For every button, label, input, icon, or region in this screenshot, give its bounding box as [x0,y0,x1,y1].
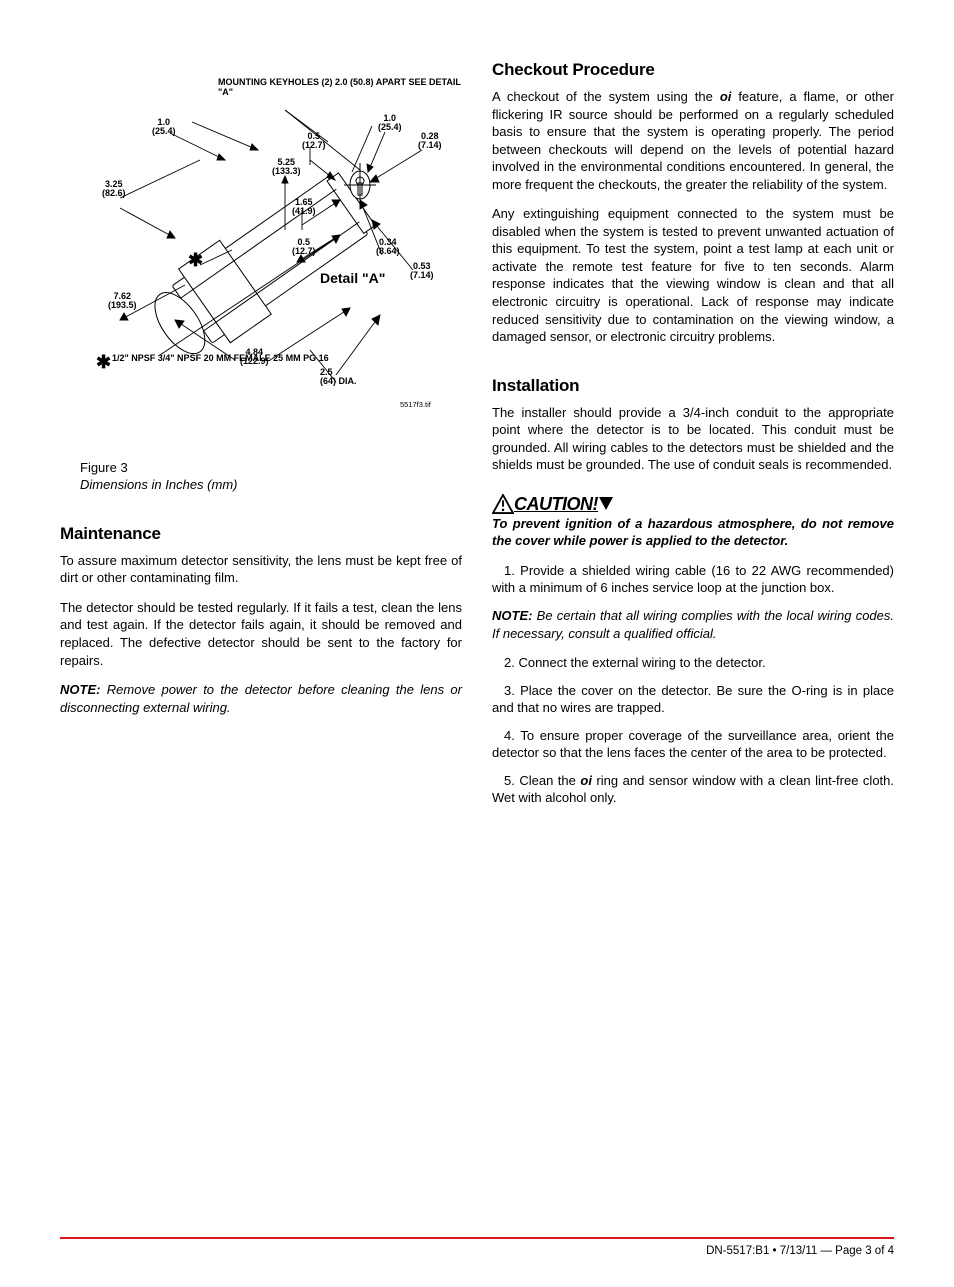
figure-number: Figure 3 [80,460,462,477]
installation-steps-cont: 2. Connect the external wiring to the de… [492,654,894,807]
footer-rule [60,1237,894,1239]
installation-heading: Installation [492,376,894,396]
mounting-keyholes-label: MOUNTING KEYHOLES (2) 2.0 (50.8) APART S… [218,78,462,98]
dim-2-5-dia: 2.5 (64) DIA. [320,368,357,387]
maintenance-p1: To assure maximum detector sensitivity, … [60,552,462,587]
oi-ring: oi [580,773,592,788]
checkout-p2: Any extinguishing equipment connected to… [492,205,894,345]
warning-triangle-icon [492,494,514,514]
npsf-note: 1/2" NPSF 3/4" NPSF 20 MM FEMALE 25 MM P… [112,354,329,364]
figure-caption: Figure 3 Dimensions in Inches (mm) [80,460,462,494]
left-column: MOUNTING KEYHOLES (2) 2.0 (50.8) APART S… [60,60,462,817]
step-4: 4. To ensure proper coverage of the surv… [492,727,894,762]
dim-3-25: 3.25 (82.6) [102,180,126,199]
step-1: 1. Provide a shielded wiring cable (16 t… [492,562,894,597]
caution-banner: CAUTION! [492,494,894,515]
step-5: 5. Clean the oi ring and sensor window w… [492,772,894,807]
note-lead: NOTE: [60,682,100,697]
checkout-heading: Checkout Procedure [492,60,894,80]
oi-feature: oi [720,89,732,104]
checkout-p1: A checkout of the system using the oi fe… [492,88,894,193]
right-column: Checkout Procedure A checkout of the sys… [492,60,894,817]
dim-5-25: 5.25 (133.3) [272,158,301,177]
dim-1-0-right: 1.0 (25.4) [378,114,402,133]
maintenance-p2: The detector should be tested regularly.… [60,599,462,669]
dim-1-0-left: 1.0 (25.4) [152,118,176,137]
caution-arrow-icon [598,496,614,512]
dim-7-62: 7.62 (193.5) [108,292,137,311]
figure-3-drawing: MOUNTING KEYHOLES (2) 2.0 (50.8) APART S… [60,70,462,450]
note-lead: NOTE: [492,608,532,623]
caution-body: To prevent ignition of a hazardous atmos… [492,515,894,550]
caution-label: CAUTION! [514,494,598,515]
step-2: 2. Connect the external wiring to the de… [492,654,894,672]
dim-0-53: 0.53 (7.14) [410,262,434,281]
asterisk-icon: ✱ [96,352,111,373]
dim-0-34: 0.34 (8.64) [376,238,400,257]
asterisk-icon: ✱ [188,250,203,271]
dim-0-5-b: 0.5 (12.7) [292,238,316,257]
step-3: 3. Place the cover on the detector. Be s… [492,682,894,717]
note-body: Remove power to the detector before clea… [60,682,462,715]
page-footer: DN-5517:B1 • 7/13/11 — Page 3 of 4 [60,1245,894,1257]
installation-note: NOTE: Be certain that all wiring complie… [492,607,894,642]
dim-1-65: 1.65 (41.9) [292,198,316,217]
note-body: Be certain that all wiring complies with… [492,608,894,641]
dim-0-5-a: 0.5 (12.7) [302,132,326,151]
installation-steps: 1. Provide a shielded wiring cable (16 t… [492,562,894,597]
figure-description: Dimensions in Inches (mm) [80,477,462,494]
installation-p1: The installer should provide a 3/4-inch … [492,404,894,474]
maintenance-heading: Maintenance [60,524,462,544]
maintenance-note: NOTE: Remove power to the detector befor… [60,681,462,716]
detail-a-label: Detail "A" [320,270,385,286]
dim-0-28: 0.28 (7.14) [418,132,442,151]
tif-filename: 5517f3.tif [400,400,431,409]
